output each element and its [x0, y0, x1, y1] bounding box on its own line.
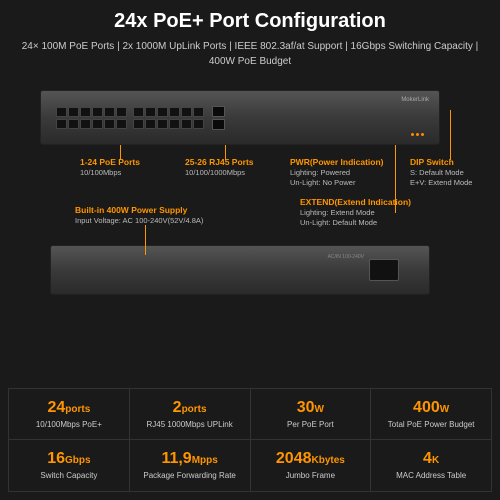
- specs-grid: 24ports 10/100Mbps PoE+ 2ports RJ45 1000…: [8, 388, 492, 492]
- power-socket: [369, 259, 399, 281]
- callout-poe: 1-24 PoE Ports 10/100Mbps: [80, 157, 140, 178]
- spec-cell: 2ports RJ45 1000Mbps UPLink: [130, 389, 250, 440]
- spec-cell: 30W Per PoE Port: [251, 389, 371, 440]
- header: 24x PoE+ Port Configuration 24× 100M PoE…: [0, 0, 500, 75]
- brand-label: MokerLink: [401, 97, 429, 103]
- page-title: 24x PoE+ Port Configuration: [15, 10, 485, 33]
- spec-cell: 11,9Mpps Package Forwarding Rate: [130, 440, 250, 491]
- device-front: MokerLink: [40, 90, 440, 145]
- callout-pwr: PWR(Power Indication) Lighting: Powered …: [290, 157, 384, 188]
- callout-rj45: 25-26 RJ45 Ports 10/100/1000Mbps: [185, 157, 254, 178]
- device-back: AC/IN 100-240V: [50, 245, 430, 295]
- ports-row: [56, 106, 225, 130]
- spec-cell: 16Gbps Switch Capacity: [9, 440, 129, 491]
- led-strip: [411, 133, 424, 136]
- subtitle: 24× 100M PoE Ports | 2x 1000M UpLink Por…: [15, 39, 485, 69]
- callout-psu: Built-in 400W Power Supply Input Voltage…: [75, 205, 203, 226]
- power-label: AC/IN 100-240V: [328, 254, 364, 260]
- spec-cell: 2048Kbytes Jumbo Frame: [251, 440, 371, 491]
- spec-cell: 4K MAC Address Table: [371, 440, 491, 491]
- diagram: MokerLink: [0, 75, 500, 388]
- spec-cell: 400W Total PoE Power Budget: [371, 389, 491, 440]
- spec-cell: 24ports 10/100Mbps PoE+: [9, 389, 129, 440]
- callout-dip: DIP Switch S: Default Mode E+V: Extend M…: [410, 157, 472, 188]
- callout-extend: EXTEND(Extend Indication) Lighting: Exte…: [300, 197, 411, 228]
